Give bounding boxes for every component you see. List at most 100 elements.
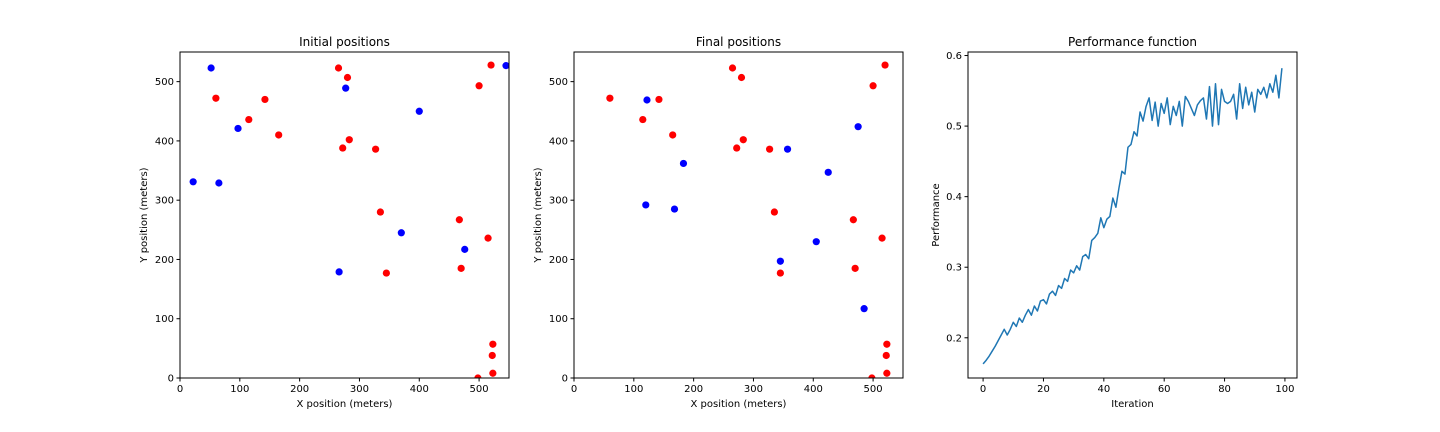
y-tick-label: 0: [168, 374, 174, 385]
scatter-point: [776, 257, 784, 265]
scatter-point: [812, 238, 820, 246]
y-tick-label: 0.2: [946, 333, 962, 344]
scatter-point: [339, 144, 347, 152]
scatter-point: [728, 64, 737, 72]
scatter-point: [372, 145, 380, 153]
scatter-point: [851, 264, 859, 272]
y-tick-label: 100: [549, 314, 568, 325]
scatter-point: [461, 245, 469, 253]
x-tick-label: 60: [1158, 384, 1171, 395]
scatter-point: [670, 205, 679, 213]
y-tick-label: 200: [155, 255, 174, 266]
scatter-point: [737, 73, 746, 82]
x-tick-label: 200: [684, 384, 703, 395]
scatter-point: [489, 369, 497, 377]
x-tick-label: 20: [1037, 384, 1050, 395]
scatter-point: [766, 145, 774, 153]
scatter-point: [739, 136, 747, 144]
scatter-point: [860, 305, 868, 313]
scatter-point: [881, 61, 889, 69]
scatter-point: [335, 268, 343, 276]
scatter-point: [343, 73, 352, 82]
y-axis-label: Y position (meters): [533, 167, 544, 263]
scatter-point: [382, 269, 390, 277]
x-tick-label: 0: [980, 384, 986, 395]
scatter-point: [642, 201, 650, 209]
scatter-point: [376, 208, 384, 216]
series-line: [982, 68, 1283, 365]
scatter-point: [502, 62, 509, 70]
scatter-point: [883, 340, 891, 348]
scatter-point: [334, 64, 343, 72]
scatter-point: [770, 208, 778, 216]
scatter-point: [345, 136, 353, 144]
scatter-point: [878, 234, 886, 242]
scatter-point: [275, 131, 283, 139]
scatter-point: [475, 82, 483, 90]
chart-panel-1: Initial positions 0 100 200 300 400 500 0 100 200…: [139, 35, 510, 410]
x-tick-label: 500: [470, 384, 489, 395]
chart-title: Performance function: [1068, 35, 1197, 49]
x-axis-label: Iteration: [1111, 399, 1153, 410]
chart-panel-3: Performance function 0 20 40 60 80 100 0.2 0.3 0.…: [931, 35, 1298, 410]
scatter-point: [869, 82, 877, 90]
scatter-point: [639, 115, 647, 124]
y-tick-label: 300: [155, 196, 174, 207]
plot-area: [606, 61, 891, 378]
scatter-point: [489, 340, 497, 348]
scatter-point: [849, 216, 857, 224]
plot-area: [982, 68, 1283, 365]
chart-title: Initial positions: [299, 35, 390, 49]
scatter-point: [783, 145, 792, 153]
y-tick-label: 400: [549, 136, 568, 147]
scatter-point: [655, 95, 663, 104]
scatter-point: [487, 61, 495, 69]
scatter-point: [824, 168, 832, 176]
scatter-point: [854, 123, 862, 131]
scatter-point: [234, 124, 242, 133]
axes-frame: [573, 51, 904, 379]
x-tick-label: 300: [744, 384, 763, 395]
y-tick-label: 0.3: [946, 263, 962, 274]
scatter-point: [207, 64, 215, 72]
x-tick-label: 200: [290, 384, 309, 395]
scatter-point: [606, 94, 614, 102]
y-tick-label: 500: [549, 77, 568, 88]
scatter-point: [643, 96, 651, 104]
x-tick-label: 300: [350, 384, 369, 395]
x-tick-label: 400: [410, 384, 429, 395]
x-tick-label: 80: [1218, 384, 1231, 395]
y-axis-label: Y position (meters): [139, 167, 150, 263]
y-tick-label: 200: [549, 255, 568, 266]
x-tick-label: 0: [177, 384, 183, 395]
scatter-point: [397, 229, 405, 237]
x-tick-label: 100: [624, 384, 643, 395]
scatter-point: [868, 374, 876, 378]
scatter-point: [679, 159, 688, 168]
y-tick-label: 400: [155, 136, 174, 147]
y-tick-label: 0.4: [946, 192, 962, 203]
scatter-point: [733, 144, 741, 152]
x-axis-label: X position (meters): [691, 399, 787, 410]
x-tick-label: 100: [1275, 384, 1294, 395]
scatter-point: [342, 84, 350, 92]
scatter-point: [669, 131, 677, 139]
scatter-point: [245, 115, 253, 124]
y-tick-label: 0.6: [946, 51, 962, 62]
scatter-point: [455, 216, 463, 224]
scatter-point: [415, 107, 423, 115]
y-tick-label: 0.5: [946, 122, 962, 133]
y-tick-label: 100: [155, 314, 174, 325]
scatter-point: [474, 374, 482, 378]
scatter-point: [189, 178, 197, 186]
scatter-point: [212, 94, 220, 102]
x-tick-label: 100: [230, 384, 249, 395]
scatter-point: [882, 351, 890, 360]
plot-area: [189, 61, 509, 378]
chart-title: Final positions: [696, 35, 781, 49]
x-tick-label: 500: [864, 384, 883, 395]
x-tick-label: 400: [804, 384, 823, 395]
scatter-point: [484, 234, 492, 242]
x-tick-label: 0: [571, 384, 577, 395]
scatter-point: [488, 351, 496, 360]
